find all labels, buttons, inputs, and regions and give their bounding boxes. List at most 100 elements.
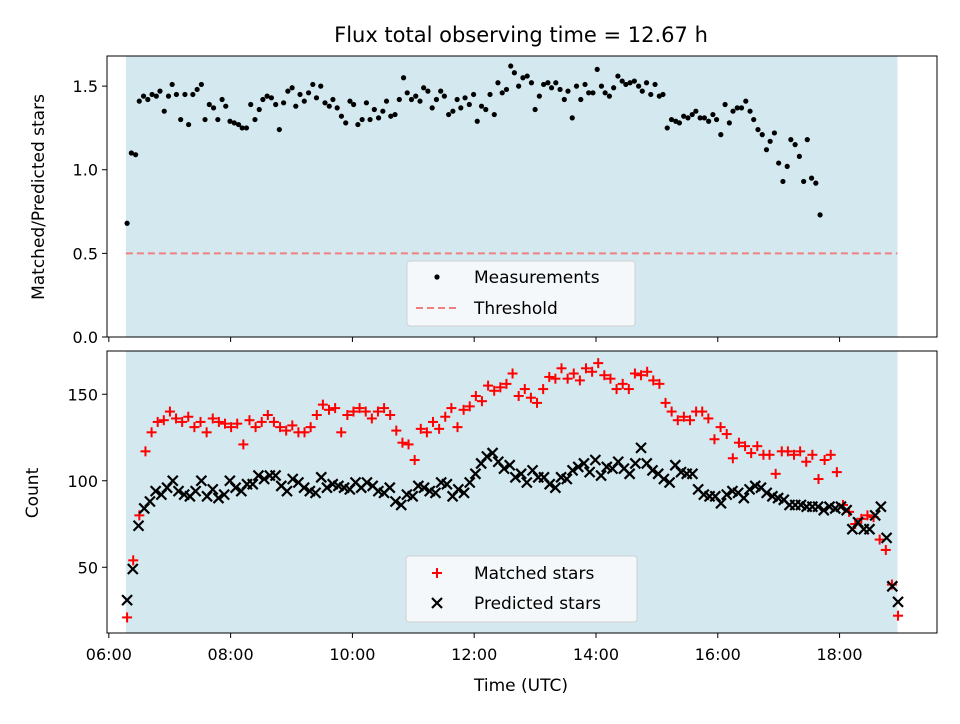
measurement-point [726,120,732,126]
predicted-marker [435,476,447,489]
measurement-point [578,96,584,103]
measurement-point [417,98,423,104]
legend-top: Measurements Threshold [406,260,636,327]
measurement-point [718,132,724,138]
measurement-point [248,101,254,108]
axes-frame [106,55,938,338]
measurement-point [631,78,637,84]
x-tick-label: 10:00 [329,645,375,664]
measurement-point [652,81,658,88]
measurement-point [738,105,745,111]
predicted-marker [275,480,288,492]
measurement-point [441,93,447,99]
measurement-point [322,100,328,106]
measurement-point [660,91,666,98]
measurement-point [755,126,761,133]
predicted-marker [509,471,522,484]
measurement-point [788,137,794,143]
predicted-marker [766,490,779,503]
predicted-marker [406,490,419,503]
predicted-marker [538,471,550,484]
measurement-point [528,80,535,86]
measurement-point [697,115,703,121]
measurement-point [235,121,242,128]
predicted-marker [423,485,436,497]
measurement-point [338,113,345,119]
measurement-point [313,95,320,101]
measurement-point [433,96,440,103]
measurement-point [351,101,357,108]
measurement-point [413,93,419,99]
measurement-point [668,116,675,123]
measurement-point [710,111,716,118]
measurement-point [408,96,415,103]
measurement-point [763,147,770,153]
measurement-point [532,106,538,113]
measurement-point [693,108,699,114]
predicted-marker [875,500,887,513]
bottom-y-axis-label: Count [23,467,43,518]
measurement-point [359,116,365,123]
y-tick-label: 0.0 [73,328,98,347]
predicted-marker [526,464,539,477]
measurement-point [561,96,567,103]
predicted-marker [618,462,630,475]
y-tick-label: 100 [67,472,98,491]
measurement-point [627,80,633,86]
predicted-marker [521,476,533,489]
predicted-marker [589,454,602,466]
measurement-point [276,126,282,133]
measurement-point [776,160,782,166]
measurement-point [140,93,147,99]
measurement-point [194,86,200,93]
measurement-point [153,93,159,99]
predicted-marker [549,481,562,494]
predicted-marker [640,457,653,470]
measurement-point [636,83,642,89]
measurement-point [623,81,629,88]
predicted-marker [743,483,756,496]
legend-label-threshold: Threshold [473,299,558,319]
measurement-point [161,108,167,114]
measurement-point [223,103,229,109]
predicted-marker [292,476,305,489]
measurement-point [173,91,180,98]
predicted-marker [486,447,499,459]
measurement-point [190,91,196,98]
predicted-marker [144,495,156,508]
measurement-point [503,86,510,93]
predicted-marker [258,473,270,485]
measurement-point [615,73,621,79]
predicted-marker [726,485,739,497]
predicted-marker [349,476,362,489]
predicted-marker [246,478,259,490]
measurement-point [169,81,175,88]
measurement-point [285,88,291,94]
measurement-point [380,108,386,114]
predicted-marker [229,481,242,494]
y-tick-label: 50 [78,558,98,577]
predicted-marker [132,519,145,532]
predicted-marker [601,461,613,473]
predicted-marker [566,464,579,477]
predicted-marker [366,480,379,492]
measurement-point [639,88,645,94]
measurement-point [499,90,505,96]
measurement-point [375,115,382,121]
measurement-point [784,163,790,169]
measurement-point [804,137,810,143]
x-tick-label: 16:00 [695,645,741,664]
measurement-point [730,108,736,114]
measurement-point [318,83,324,89]
measurement-point [594,66,600,72]
measurement-point [421,85,427,91]
measurement-point [289,85,295,91]
measurement-point [573,83,580,89]
predicted-marker [412,480,425,492]
predicted-marker [361,476,373,489]
predicted-marker [732,487,744,499]
measurement-point [371,106,377,113]
predicted-marker [880,532,893,544]
y-tick-label: 1.0 [73,161,98,180]
measurement-point [722,101,728,108]
